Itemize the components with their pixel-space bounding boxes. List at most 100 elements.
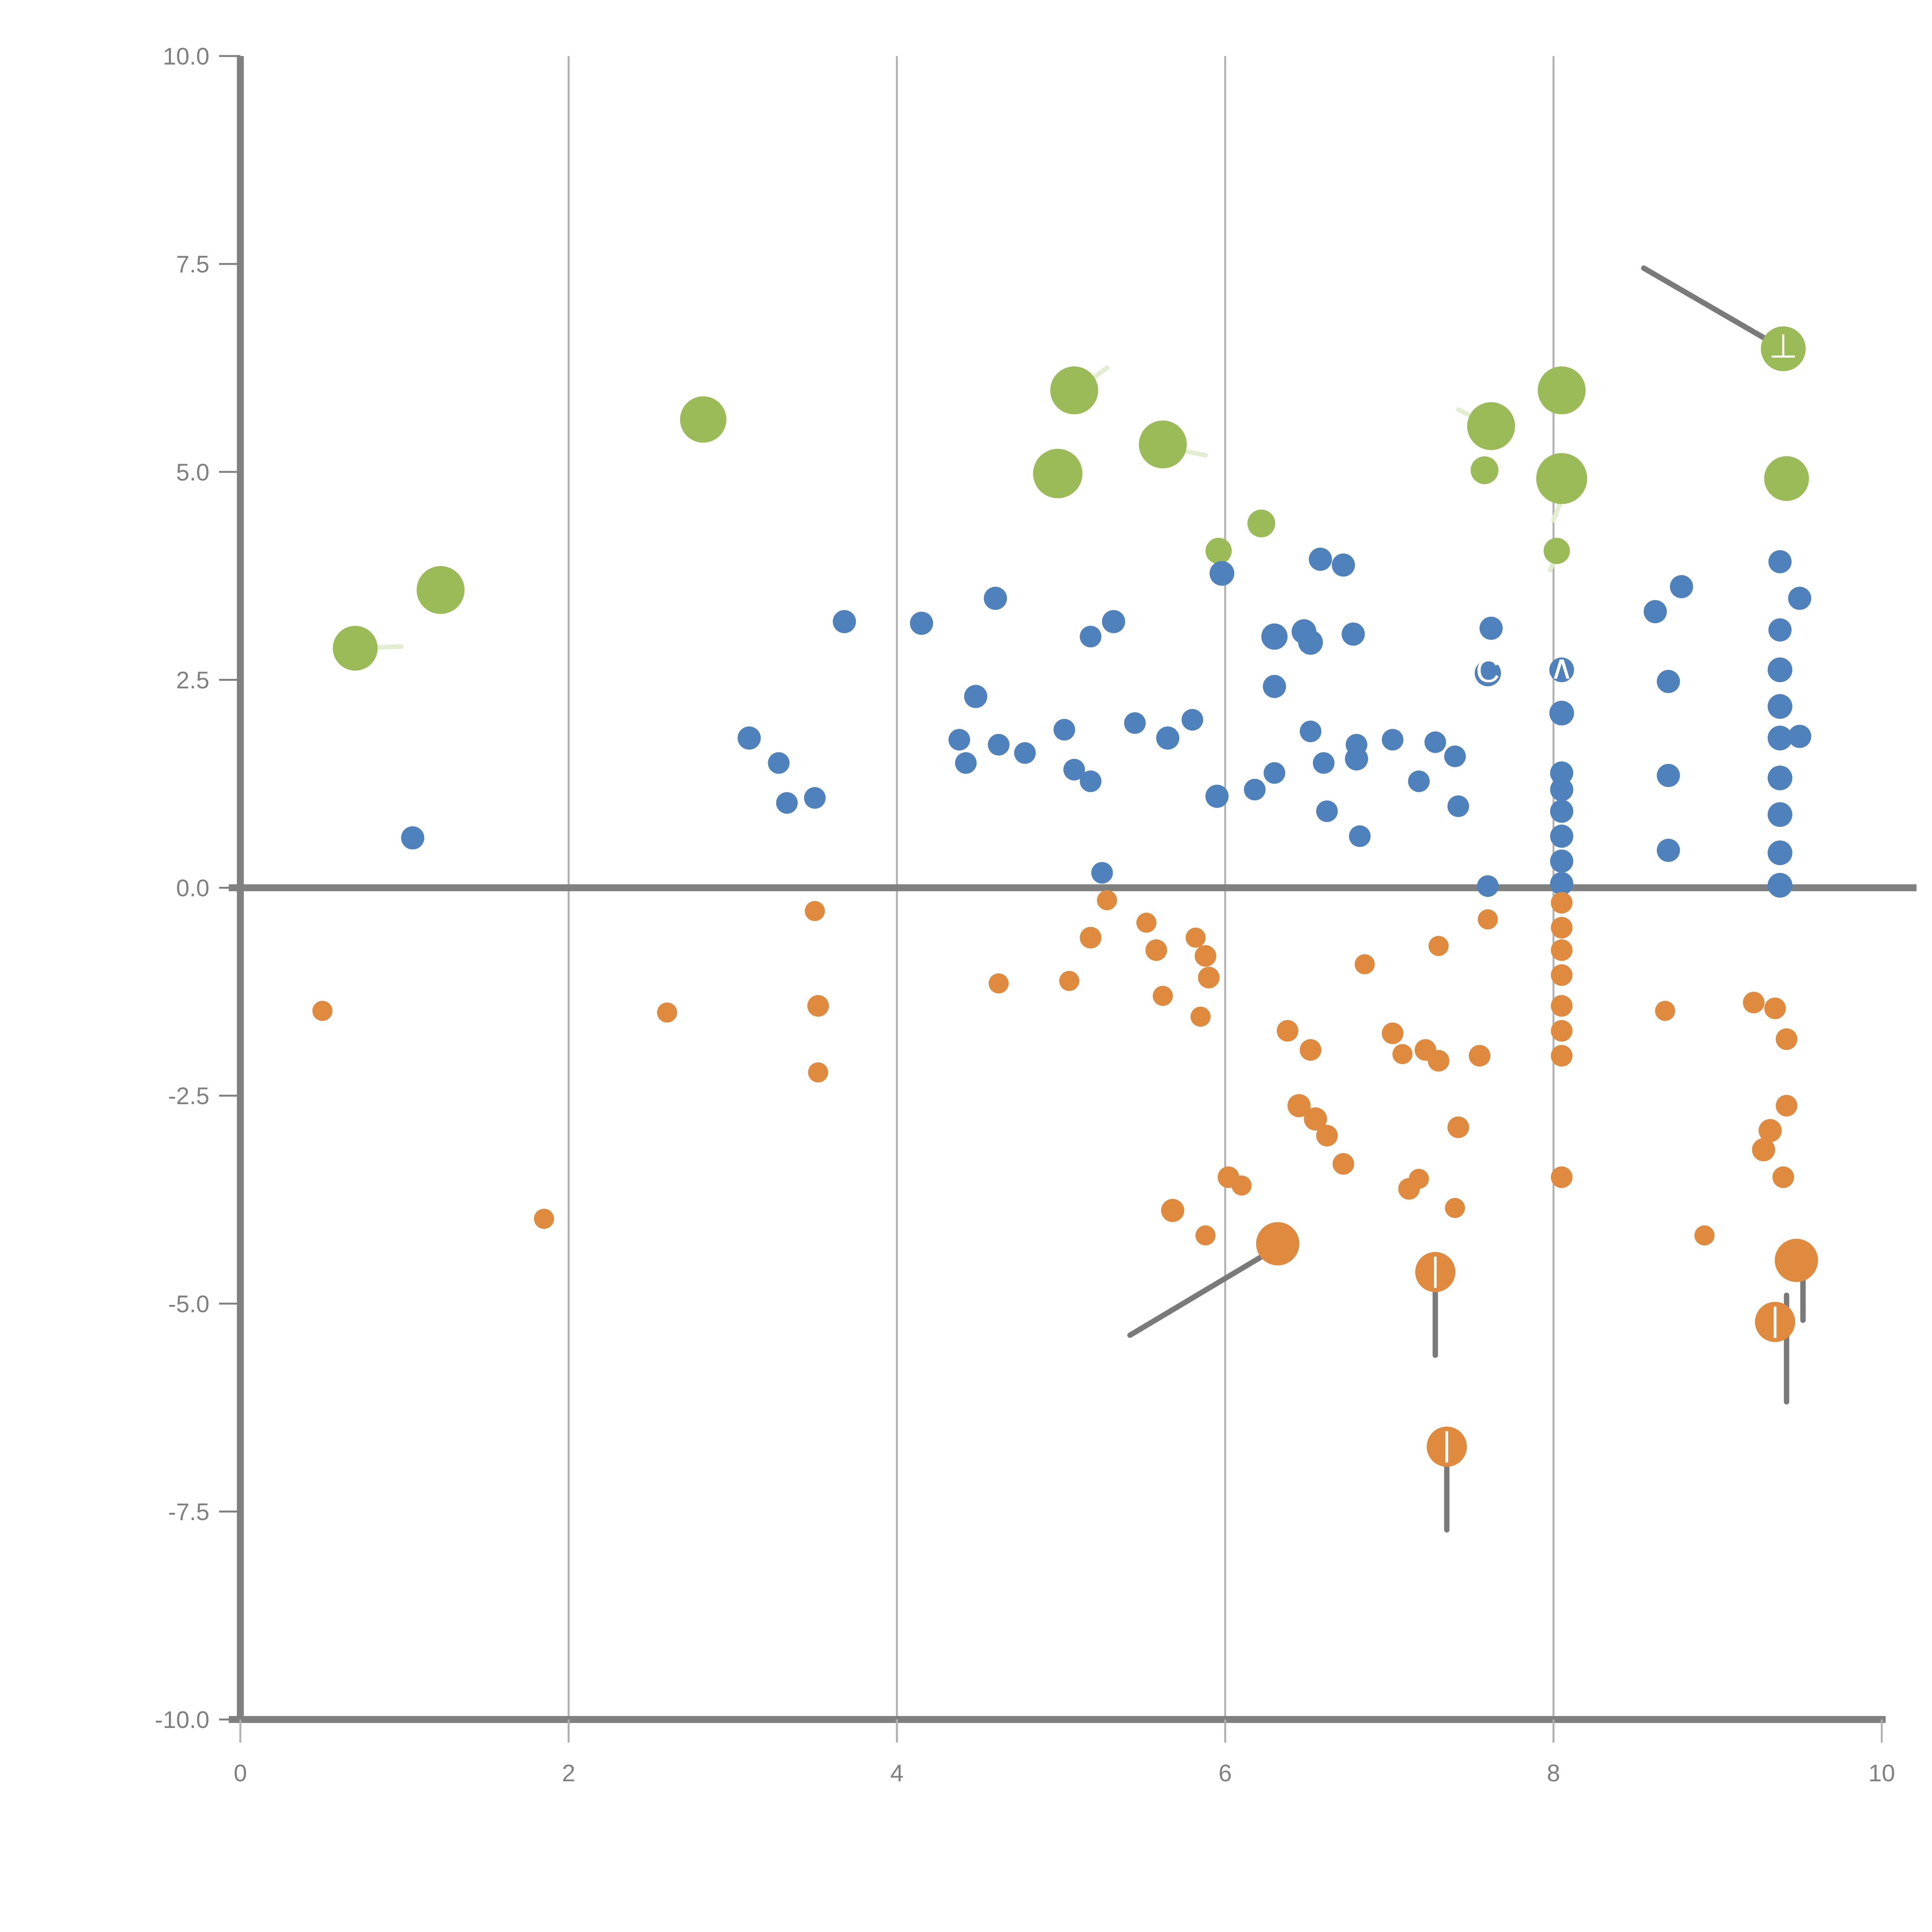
data-point-orange-59[interactable] <box>1775 1238 1818 1282</box>
data-point-orange-30[interactable] <box>1392 1044 1413 1064</box>
data-point-orange-22[interactable] <box>1277 1020 1299 1042</box>
data-point-blue-62[interactable] <box>1768 618 1792 642</box>
data-point-blue-55[interactable] <box>1643 600 1667 623</box>
data-point-orange-27[interactable] <box>1332 1153 1354 1175</box>
data-point-orange-24[interactable] <box>1299 1039 1321 1061</box>
data-point-orange-34[interactable] <box>1415 1252 1456 1292</box>
data-point-orange-45[interactable] <box>1551 964 1573 986</box>
data-point-orange-50[interactable] <box>1655 1001 1675 1021</box>
data-point-green-9[interactable] <box>1470 456 1498 484</box>
data-point-orange-9[interactable] <box>1097 890 1117 910</box>
data-point-blue-12[interactable] <box>1014 742 1036 764</box>
data-point-blue-51[interactable] <box>1550 799 1573 823</box>
data-point-blue-37[interactable] <box>1345 747 1368 770</box>
data-point-blue-59[interactable] <box>1656 838 1680 862</box>
data-point-orange-37[interactable] <box>1427 1426 1467 1467</box>
data-point-blue-27[interactable] <box>1261 623 1288 650</box>
data-point-blue-1[interactable] <box>737 726 761 750</box>
data-point-green-1[interactable] <box>417 566 465 614</box>
data-point-blue-19[interactable] <box>1124 712 1146 734</box>
data-point-orange-14[interactable] <box>1185 927 1206 948</box>
data-point-blue-11[interactable] <box>988 734 1010 756</box>
data-point-green-2[interactable] <box>680 396 726 443</box>
data-point-orange-17[interactable] <box>1190 1007 1211 1027</box>
data-point-blue-9[interactable] <box>955 752 977 774</box>
data-point-blue-69[interactable] <box>1767 840 1793 866</box>
data-point-orange-52[interactable] <box>1743 992 1765 1014</box>
data-point-blue-45[interactable] <box>1475 660 1501 687</box>
data-point-orange-4[interactable] <box>807 995 829 1017</box>
data-point-orange-35[interactable] <box>1429 936 1449 956</box>
data-point-orange-41[interactable] <box>1478 909 1498 930</box>
data-point-orange-8[interactable] <box>1080 927 1102 949</box>
data-point-blue-68[interactable] <box>1767 802 1793 827</box>
data-point-blue-21[interactable] <box>1181 709 1203 731</box>
data-point-orange-44[interactable] <box>1551 939 1573 961</box>
data-point-blue-25[interactable] <box>1264 762 1286 784</box>
data-point-orange-48[interactable] <box>1551 1045 1573 1067</box>
data-point-blue-57[interactable] <box>1656 670 1680 693</box>
data-point-orange-55[interactable] <box>1776 1095 1798 1117</box>
data-point-green-11[interactable] <box>1536 453 1587 504</box>
data-point-green-6[interactable] <box>1205 537 1232 564</box>
data-point-blue-32[interactable] <box>1313 752 1335 774</box>
data-point-blue-44[interactable] <box>1479 616 1503 640</box>
data-point-blue-40[interactable] <box>1408 770 1430 792</box>
data-point-blue-43[interactable] <box>1447 795 1469 817</box>
data-point-blue-30[interactable] <box>1309 548 1332 571</box>
data-point-orange-15[interactable] <box>1194 945 1216 967</box>
data-point-blue-49[interactable] <box>1550 761 1573 785</box>
data-point-orange-26[interactable] <box>1316 1124 1338 1146</box>
data-point-blue-38[interactable] <box>1349 825 1371 847</box>
data-point-blue-5[interactable] <box>833 610 856 633</box>
data-point-orange-23[interactable] <box>1287 1094 1311 1117</box>
data-point-blue-63[interactable] <box>1767 657 1793 682</box>
data-point-blue-67[interactable] <box>1767 765 1793 791</box>
data-point-blue-8[interactable] <box>964 685 988 708</box>
data-point-orange-5[interactable] <box>808 1062 828 1083</box>
data-point-orange-46[interactable] <box>1551 995 1573 1017</box>
data-point-green-7[interactable] <box>1247 509 1276 537</box>
data-point-orange-56[interactable] <box>1759 1119 1782 1143</box>
data-point-blue-3[interactable] <box>776 792 798 814</box>
data-point-blue-61[interactable] <box>1788 587 1811 610</box>
data-point-blue-13[interactable] <box>1053 719 1075 741</box>
data-point-green-10[interactable] <box>1537 366 1586 415</box>
data-point-orange-0[interactable] <box>312 1001 333 1021</box>
data-point-green-12[interactable] <box>1543 537 1570 564</box>
data-point-blue-24[interactable] <box>1244 779 1266 801</box>
data-point-blue-33[interactable] <box>1316 800 1338 822</box>
data-point-blue-26[interactable] <box>1263 675 1286 698</box>
data-point-blue-46[interactable] <box>1477 875 1499 897</box>
data-point-blue-39[interactable] <box>1382 729 1404 751</box>
data-point-blue-16[interactable] <box>1091 862 1113 884</box>
data-point-orange-57[interactable] <box>1752 1138 1776 1162</box>
data-point-blue-31[interactable] <box>1299 720 1321 742</box>
data-point-orange-40[interactable] <box>1469 1045 1491 1067</box>
data-point-blue-18[interactable] <box>1080 770 1102 792</box>
data-point-blue-66[interactable] <box>1767 726 1793 751</box>
data-point-green-0[interactable] <box>333 626 378 671</box>
data-point-orange-60[interactable] <box>1755 1302 1795 1342</box>
data-point-orange-47[interactable] <box>1551 1020 1573 1042</box>
data-point-orange-20[interactable] <box>1231 1175 1252 1196</box>
data-point-orange-25[interactable] <box>1304 1107 1327 1131</box>
data-point-orange-36[interactable] <box>1428 1050 1450 1072</box>
data-point-orange-53[interactable] <box>1764 997 1786 1019</box>
data-point-blue-15[interactable] <box>1080 626 1102 648</box>
data-point-orange-42[interactable] <box>1551 892 1573 914</box>
data-point-orange-51[interactable] <box>1694 1225 1715 1246</box>
data-point-green-5[interactable] <box>1139 420 1187 469</box>
data-point-orange-58[interactable] <box>1772 1166 1794 1188</box>
data-point-orange-43[interactable] <box>1551 917 1573 939</box>
data-point-orange-7[interactable] <box>1059 971 1080 991</box>
data-point-orange-54[interactable] <box>1776 1028 1798 1050</box>
data-point-blue-22[interactable] <box>1205 784 1229 808</box>
data-point-blue-52[interactable] <box>1550 825 1573 848</box>
data-point-green-14[interactable] <box>1764 456 1809 501</box>
data-point-blue-54[interactable] <box>1550 872 1573 895</box>
data-point-blue-34[interactable] <box>1332 553 1355 577</box>
data-point-blue-0[interactable] <box>401 826 425 850</box>
data-point-orange-39[interactable] <box>1447 1116 1469 1138</box>
data-point-orange-16[interactable] <box>1198 966 1220 988</box>
